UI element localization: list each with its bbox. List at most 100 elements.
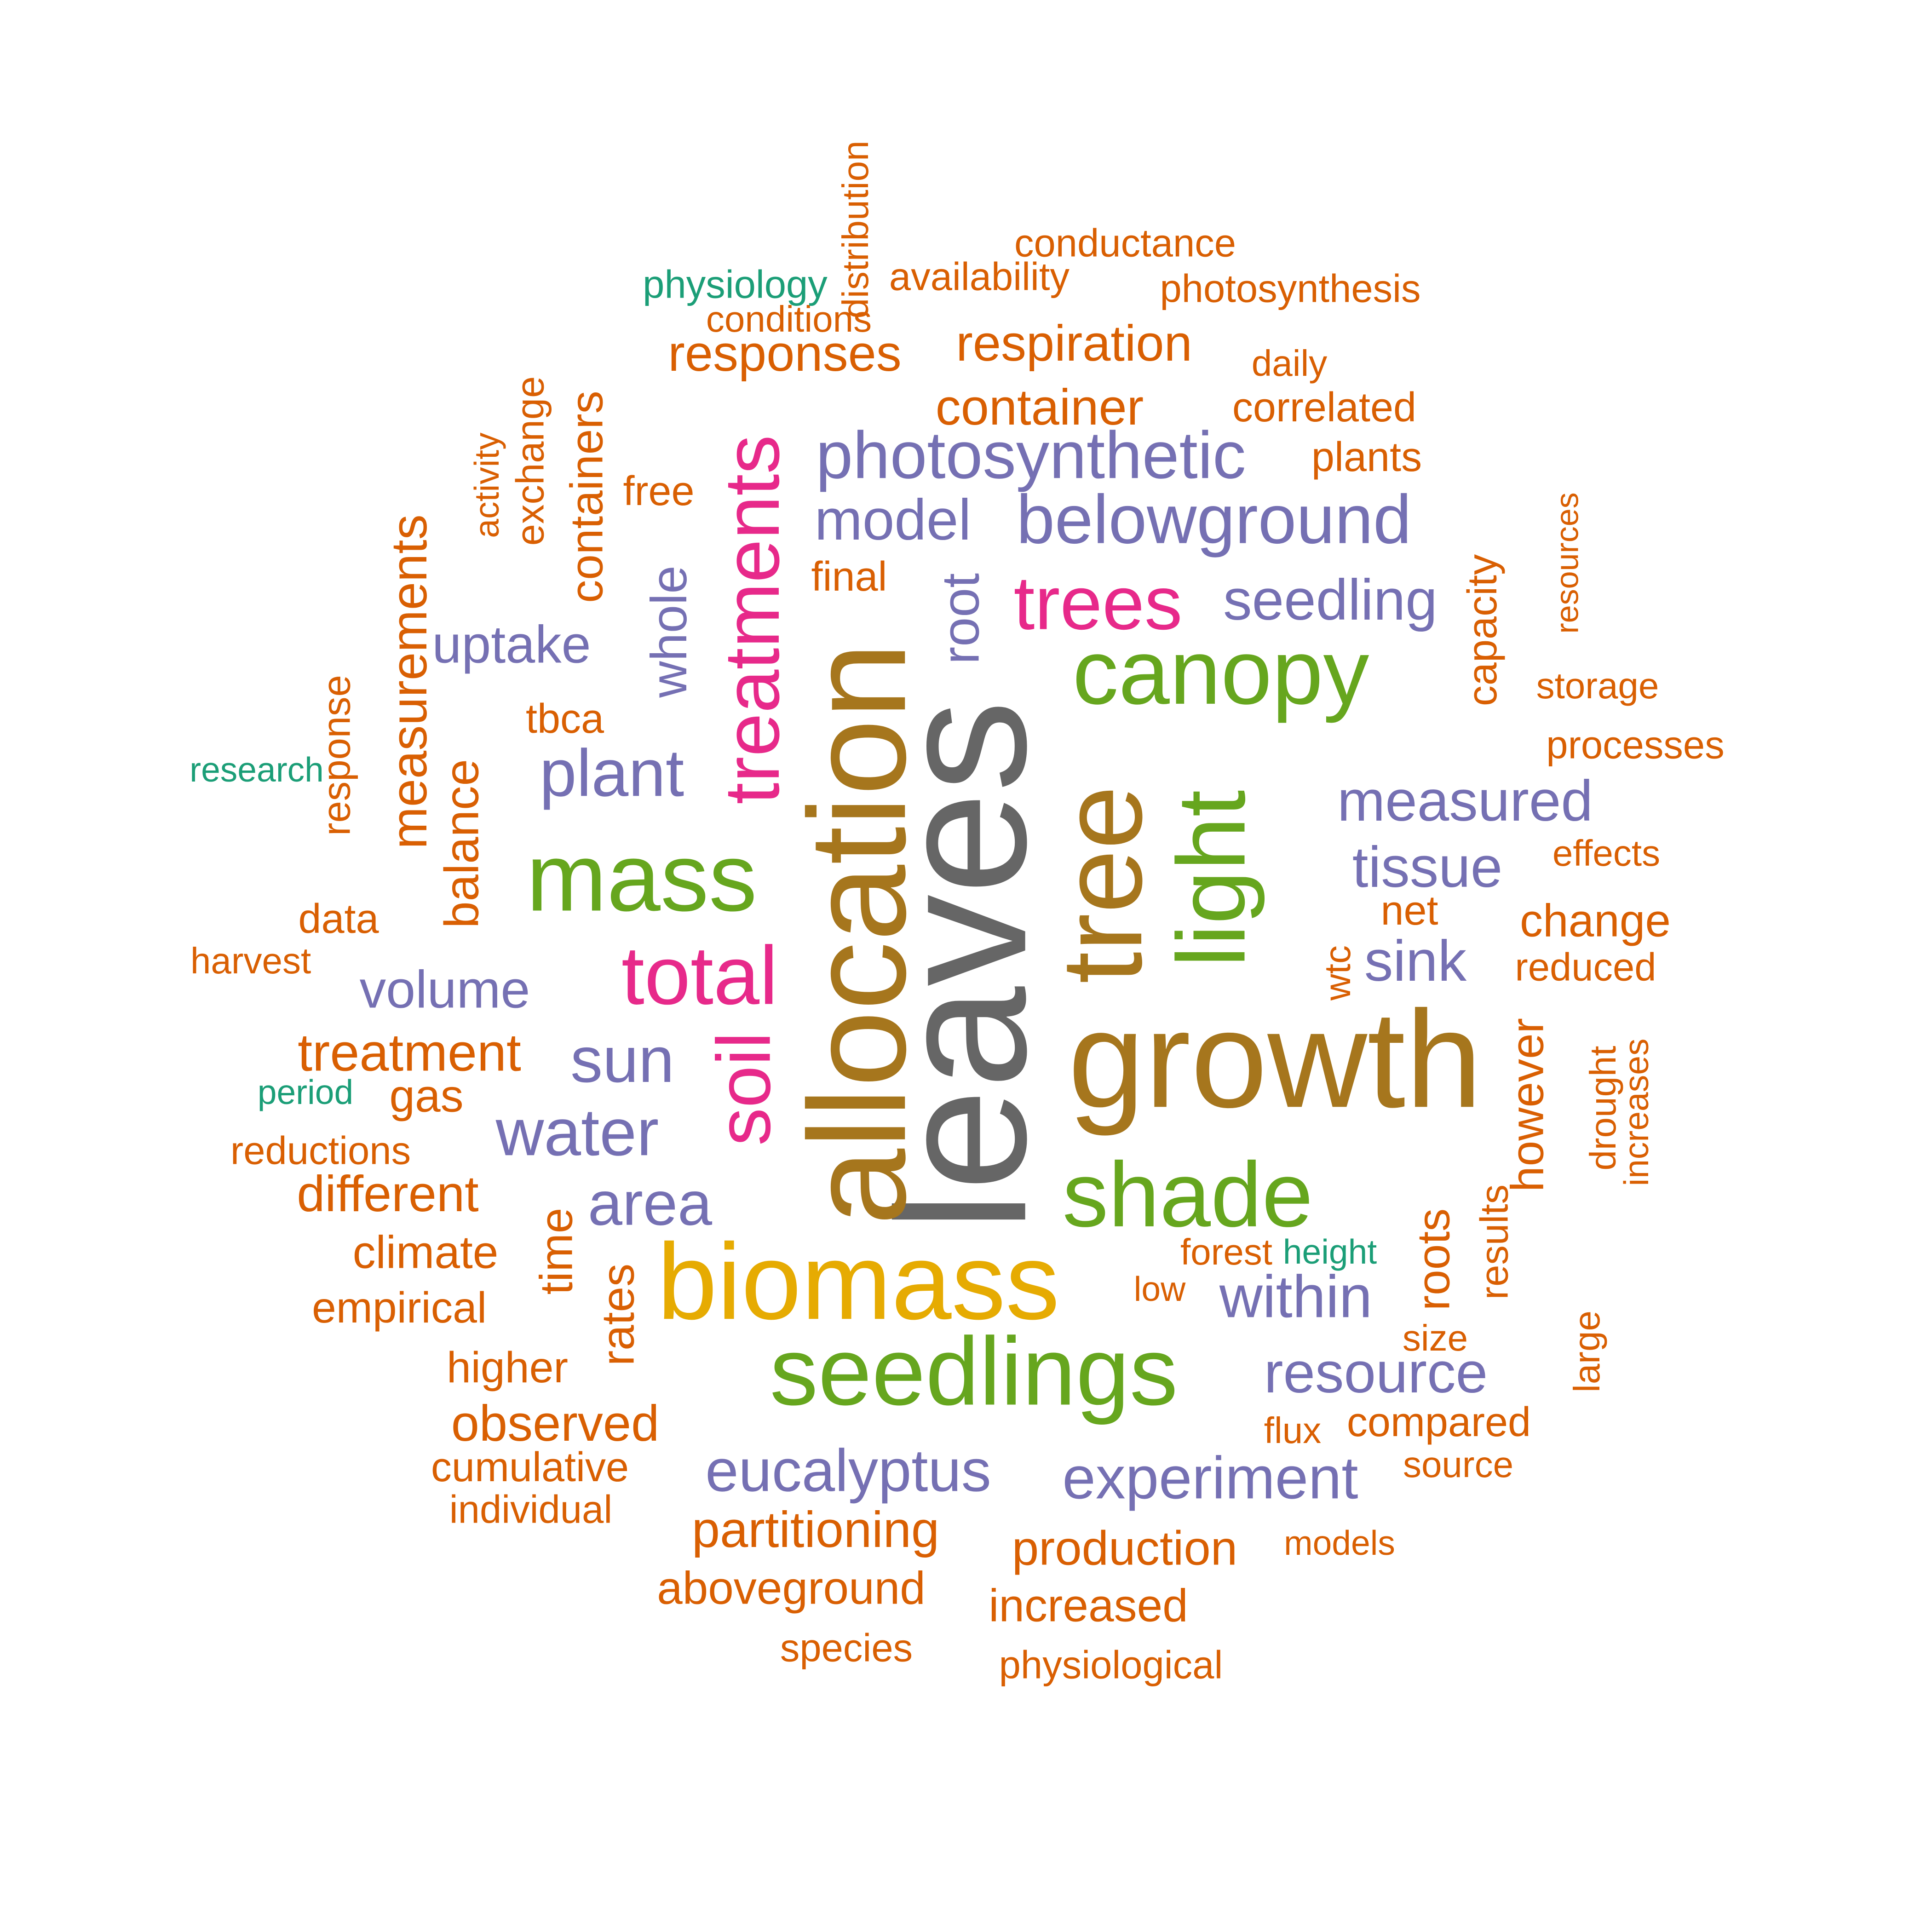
word-uptake: uptake xyxy=(432,615,591,674)
word-experiment: experiment xyxy=(1062,1444,1358,1511)
word-data: data xyxy=(298,896,379,942)
word-storage: storage xyxy=(1536,665,1659,706)
word-empirical: empirical xyxy=(312,1283,487,1332)
word-daily: daily xyxy=(1252,343,1328,384)
word-physiology: physiology xyxy=(643,263,828,306)
word-different: different xyxy=(297,1166,478,1222)
word-correlated: correlated xyxy=(1232,385,1416,431)
word-flux: flux xyxy=(1264,1410,1322,1451)
word-roots: roots xyxy=(1408,1208,1459,1311)
word-total: total xyxy=(621,930,778,1022)
word-physiological: physiological xyxy=(999,1643,1223,1687)
word-photosynthesis: photosynthesis xyxy=(1160,267,1420,310)
word-partitioning: partitioning xyxy=(692,1501,939,1558)
word-distribution: distribution xyxy=(835,141,876,319)
word-volume: volume xyxy=(360,960,530,1019)
word-rates: rates xyxy=(592,1264,644,1366)
word-wtc: wtc xyxy=(1317,945,1358,1001)
word-harvest: harvest xyxy=(190,940,311,981)
word-sink: sink xyxy=(1364,929,1467,993)
word-conductance: conductance xyxy=(1014,221,1236,265)
word-results: results xyxy=(1472,1184,1516,1300)
word-area: area xyxy=(588,1169,713,1238)
word-sun: sun xyxy=(570,1024,674,1096)
word-mass: mass xyxy=(526,823,757,931)
word-tissue: tissue xyxy=(1352,835,1503,899)
word-growth: growth xyxy=(1068,982,1482,1137)
word-capacity: capacity xyxy=(1460,554,1506,706)
word-seedlings: seedlings xyxy=(770,1317,1178,1425)
word-container: container xyxy=(936,379,1144,436)
word-respiration: respiration xyxy=(956,315,1192,372)
word-tree: tree xyxy=(1037,786,1166,984)
word-measurements: measurements xyxy=(381,514,437,849)
word-biomass: biomass xyxy=(657,1221,1059,1342)
word-light: light xyxy=(1157,790,1265,967)
word-increased: increased xyxy=(989,1580,1188,1631)
word-final: final xyxy=(811,554,887,600)
word-large: large xyxy=(1566,1311,1607,1392)
word-time: time xyxy=(530,1208,582,1295)
word-individual: individual xyxy=(449,1488,612,1531)
word-plant: plant xyxy=(540,736,684,810)
word-size: size xyxy=(1403,1317,1468,1358)
word-processes: processes xyxy=(1546,723,1724,767)
word-increases: increases xyxy=(1617,1039,1656,1186)
word-species: species xyxy=(780,1626,913,1670)
word-reductions: reductions xyxy=(230,1129,411,1173)
word-observed: observed xyxy=(451,1395,660,1452)
word-soil: soil xyxy=(702,1032,786,1146)
word-treatment: treatment xyxy=(298,1023,521,1082)
word-effects: effects xyxy=(1552,833,1660,874)
word-net: net xyxy=(1380,888,1438,934)
word-compared: compared xyxy=(1347,1399,1531,1445)
word-containers: containers xyxy=(561,391,612,603)
word-response: response xyxy=(315,675,358,836)
word-forest: forest xyxy=(1180,1231,1272,1272)
word-treatments: treatments xyxy=(708,435,796,804)
word-plants: plants xyxy=(1311,434,1422,480)
word-research: research xyxy=(190,750,324,789)
word-whole: whole xyxy=(641,565,697,698)
word-activity: activity xyxy=(467,432,506,538)
word-tbca: tbca xyxy=(526,696,604,742)
word-canopy: canopy xyxy=(1073,621,1369,724)
word-measured: measured xyxy=(1337,769,1593,833)
word-allocation: allocation xyxy=(780,642,934,1225)
word-climate: climate xyxy=(353,1226,499,1278)
word-eucalyptus: eucalyptus xyxy=(705,1437,991,1504)
word-within: within xyxy=(1219,1263,1372,1330)
word-availability: availability xyxy=(889,255,1070,299)
word-water: water xyxy=(495,1095,659,1169)
word-however: however xyxy=(1501,1018,1553,1192)
word-gas: gas xyxy=(389,1070,463,1121)
word-trees: trees xyxy=(1014,561,1183,645)
word-source: source xyxy=(1403,1444,1513,1485)
word-seedling: seedling xyxy=(1223,568,1438,632)
word-root: root xyxy=(931,573,990,664)
word-exchange: exchange xyxy=(508,376,552,546)
word-drought: drought xyxy=(1582,1046,1623,1170)
word-period: period xyxy=(258,1073,353,1111)
word-production: production xyxy=(1012,1522,1237,1576)
word-leaves: leaves xyxy=(859,700,1064,1232)
word-shade: shade xyxy=(1063,1144,1313,1246)
word-higher: higher xyxy=(447,1343,568,1392)
word-resource: resource xyxy=(1264,1341,1488,1405)
word-low: low xyxy=(1134,1270,1186,1308)
word-responses: responses xyxy=(668,325,902,382)
word-cumulative: cumulative xyxy=(431,1444,629,1490)
word-height: height xyxy=(1283,1232,1377,1271)
word-free: free xyxy=(623,468,694,514)
word-balance: balance xyxy=(435,759,489,928)
word-models: models xyxy=(1284,1524,1395,1562)
word-resources: resources xyxy=(1549,492,1585,633)
word-change: change xyxy=(1520,895,1671,946)
word-aboveground: aboveground xyxy=(657,1562,926,1614)
word-model: model xyxy=(815,488,971,552)
word-reduced: reduced xyxy=(1515,945,1656,989)
word-belowground: belowground xyxy=(1017,481,1412,558)
word-photosynthetic: photosynthetic xyxy=(816,418,1246,492)
word-conditions: conditions xyxy=(706,299,872,339)
